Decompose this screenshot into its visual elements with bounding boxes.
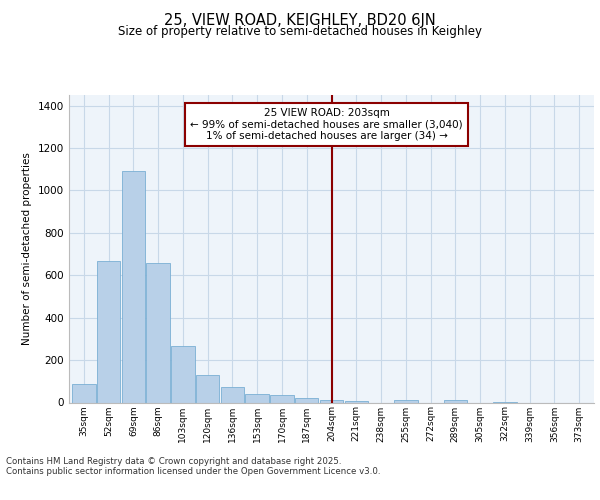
Bar [344, 401, 368, 402]
Bar [146, 262, 170, 402]
Text: Size of property relative to semi-detached houses in Keighley: Size of property relative to semi-detach… [118, 25, 482, 38]
Bar [171, 346, 194, 403]
Bar [245, 394, 269, 402]
Bar [270, 395, 294, 402]
Bar [295, 398, 319, 402]
Bar [394, 400, 418, 402]
Bar [196, 375, 220, 402]
Bar [97, 261, 121, 402]
Text: Contains public sector information licensed under the Open Government Licence v3: Contains public sector information licen… [6, 467, 380, 476]
Bar [122, 170, 145, 402]
Text: 25 VIEW ROAD: 203sqm
← 99% of semi-detached houses are smaller (3,040)
1% of sem: 25 VIEW ROAD: 203sqm ← 99% of semi-detac… [190, 108, 463, 141]
Bar [72, 384, 95, 402]
Bar [320, 400, 343, 402]
Text: 25, VIEW ROAD, KEIGHLEY, BD20 6JN: 25, VIEW ROAD, KEIGHLEY, BD20 6JN [164, 12, 436, 28]
Bar [221, 386, 244, 402]
Bar [443, 400, 467, 402]
Text: Contains HM Land Registry data © Crown copyright and database right 2025.: Contains HM Land Registry data © Crown c… [6, 457, 341, 466]
Y-axis label: Number of semi-detached properties: Number of semi-detached properties [22, 152, 32, 345]
